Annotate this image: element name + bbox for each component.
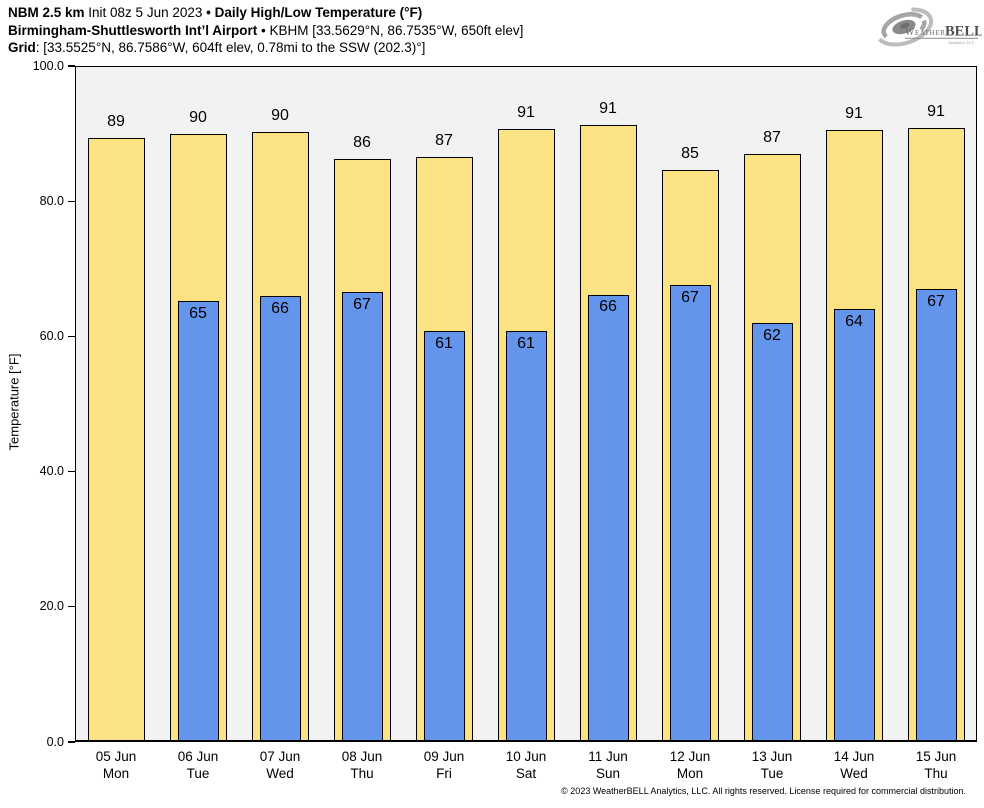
y-tick-mark — [68, 200, 75, 202]
chart-header: NBM 2.5 km Init 08z 5 Jun 2023 • Daily H… — [8, 4, 523, 57]
low-bar — [341, 291, 383, 742]
low-bar — [833, 309, 875, 742]
high-value-label: 87 — [763, 128, 781, 146]
high-value-label: 86 — [353, 134, 371, 152]
low-value-label: 67 — [927, 293, 945, 311]
high-value-label: 90 — [271, 107, 289, 125]
high-value-label: 85 — [681, 145, 699, 163]
low-value-label: 64 — [845, 313, 863, 331]
x-tick-label: 08 Jun Thu — [321, 748, 403, 782]
logo-bell-text: BELL — [945, 24, 982, 40]
init-time: Init 08z 5 Jun 2023 — [84, 5, 207, 20]
y-tick-label: 80.0 — [39, 193, 64, 208]
header-line-2: Birmingham-Shuttlesworth Int’l Airport •… — [8, 22, 523, 40]
x-tick-date: 07 Jun — [259, 749, 301, 764]
low-value-label: 67 — [353, 295, 371, 313]
low-value-label: 66 — [271, 299, 289, 317]
copyright-notice: © 2023 WeatherBELL Analytics, LLC. All r… — [561, 786, 966, 796]
x-tick-day: Tue — [186, 766, 210, 781]
y-tick-mark — [68, 741, 75, 743]
y-tick-label: 0.0 — [46, 734, 64, 749]
high-bar — [87, 138, 145, 742]
x-tick-date: 11 Jun — [588, 749, 628, 764]
high-value-label: 91 — [599, 99, 617, 117]
x-tick-label: 09 Jun Fri — [403, 748, 485, 782]
y-tick-mark — [68, 335, 75, 338]
x-tick-day: Wed — [266, 766, 294, 781]
high-value-label: 89 — [107, 113, 125, 131]
x-tick-day: Fri — [436, 766, 452, 781]
x-tick-day: Sun — [595, 766, 621, 781]
high-value-label: 91 — [927, 103, 945, 121]
x-tick-date: 15 Jun — [915, 749, 957, 764]
low-bar — [423, 331, 465, 742]
low-value-label: 62 — [763, 326, 781, 344]
y-tick-label: 20.0 — [39, 599, 64, 614]
grid-info: : [33.5525°N, 86.7586°W, 604ft elev, 0.7… — [35, 40, 426, 55]
header-line-1: NBM 2.5 km Init 08z 5 Jun 2023 • Daily H… — [8, 4, 523, 22]
plot-area: 89 90 90 86 87 91 91 85 87 91 91 65 66 67 61 61 66 67 62 64… — [75, 66, 977, 742]
low-value-label: 66 — [599, 298, 617, 316]
x-tick-label: 06 Jun Tue — [157, 748, 239, 782]
x-tick-day: Thu — [924, 766, 948, 781]
chart-title: • Daily High/Low Temperature (°F) — [206, 5, 423, 20]
logo-underline — [905, 37, 978, 39]
x-tick-date: 06 Jun — [177, 749, 219, 764]
y-tick-label: 100.0 — [32, 58, 64, 73]
y-tick-mark — [68, 470, 75, 473]
station-info: • KBHM [33.5629°N, 86.7535°W, 650ft elev… — [257, 22, 524, 38]
low-bar — [505, 331, 547, 742]
x-tick-date: 13 Jun — [751, 749, 793, 764]
x-tick-date: 09 Jun — [423, 749, 465, 764]
header-line-3: Grid: [33.5525°N, 86.7586°W, 604ft elev,… — [8, 39, 523, 57]
x-tick-label: 13 Jun Tue — [731, 748, 813, 782]
low-bar — [259, 295, 301, 742]
x-tick-label: 10 Jun Sat — [485, 748, 567, 782]
high-value-label: 91 — [845, 105, 863, 123]
high-value-label: 87 — [435, 132, 453, 150]
grid-label: Grid — [8, 40, 36, 55]
logo-sub-text: Analytics LLC — [948, 40, 975, 45]
weatherbell-logo: Weather BELL Analytics LLC — [874, 7, 982, 47]
x-tick-date: 08 Jun — [341, 749, 383, 764]
x-tick-date: 10 Jun — [505, 749, 547, 764]
x-tick-date: 05 Jun — [95, 749, 137, 764]
x-tick-date: 12 Jun — [669, 749, 711, 764]
low-bar — [669, 285, 711, 742]
model-name: NBM 2.5 km — [8, 5, 85, 20]
low-bar — [751, 322, 793, 742]
x-tick-label: 05 Jun Mon — [75, 748, 157, 782]
x-tick-day: Mon — [102, 766, 130, 781]
low-value-label: 67 — [681, 289, 699, 307]
x-tick-label: 07 Jun Wed — [239, 748, 321, 782]
x-tick-label: 12 Jun Mon — [649, 748, 731, 782]
logo-weather-text: Weather — [905, 27, 945, 38]
x-tick-day: Thu — [350, 766, 374, 781]
x-tick-date: 14 Jun — [833, 749, 875, 764]
low-bar — [587, 294, 629, 742]
y-tick-label: 40.0 — [39, 464, 64, 479]
low-value-label: 61 — [517, 334, 535, 352]
low-value-label: 61 — [435, 334, 453, 352]
x-tick-day: Tue — [760, 766, 784, 781]
y-tick-mark — [68, 65, 75, 67]
low-bar — [915, 289, 957, 742]
x-tick-label: 15 Jun Thu — [895, 748, 977, 782]
x-tick-day: Wed — [840, 766, 868, 781]
x-tick-label: 14 Jun Wed — [813, 748, 895, 782]
y-tick-label: 60.0 — [39, 328, 64, 343]
y-axis-title: Temperature [°F] — [6, 353, 22, 451]
station-name: Birmingham-Shuttlesworth Int’l Airport — [8, 22, 258, 38]
x-tick-day: Mon — [676, 766, 704, 781]
y-tick-mark — [68, 606, 75, 608]
high-value-label: 91 — [517, 103, 535, 121]
x-tick-label: 11 Jun Sun — [567, 748, 649, 782]
high-value-label: 90 — [189, 109, 207, 127]
x-tick-day: Sat — [515, 766, 537, 781]
low-bar — [177, 301, 219, 742]
low-value-label: 65 — [189, 305, 207, 323]
